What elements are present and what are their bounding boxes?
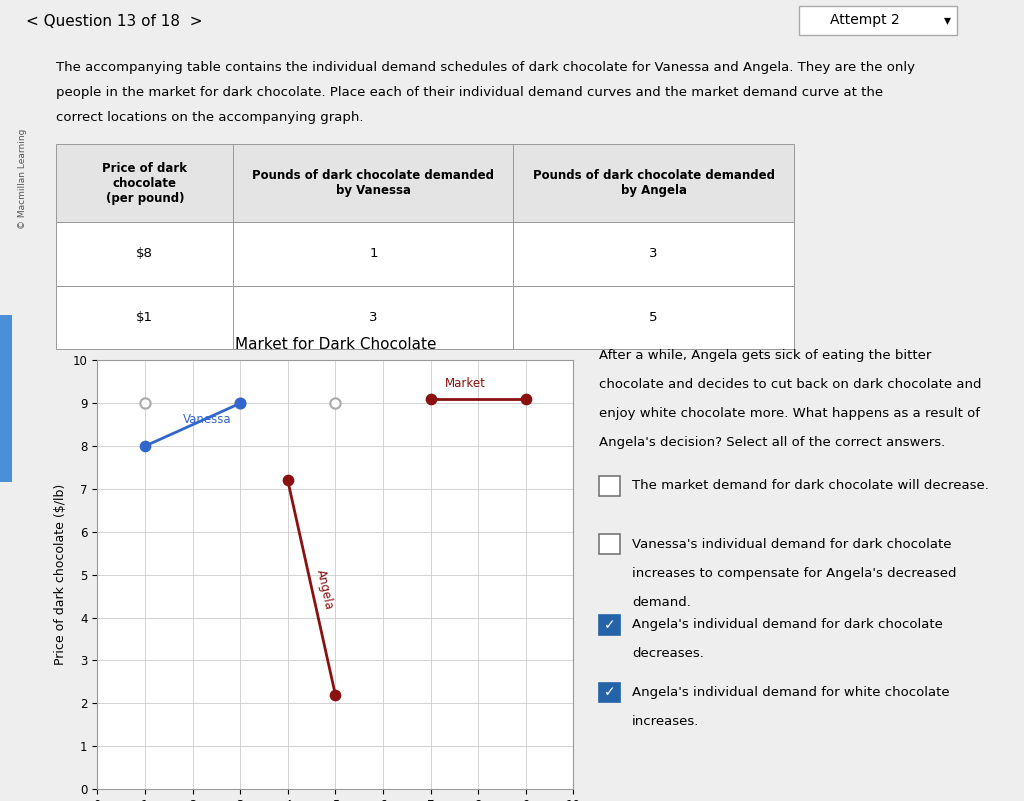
Text: enjoy white chocolate more. What happens as a result of: enjoy white chocolate more. What happens… [599,407,980,420]
Text: ✓: ✓ [603,686,615,699]
Text: increases.: increases. [632,714,699,728]
Point [280,474,296,487]
FancyBboxPatch shape [233,222,513,286]
FancyBboxPatch shape [799,6,957,35]
Text: Angela's individual demand for white chocolate: Angela's individual demand for white cho… [632,686,950,699]
Text: Angela's individual demand for dark chocolate: Angela's individual demand for dark choc… [632,618,943,631]
FancyBboxPatch shape [599,534,620,554]
Text: 3: 3 [369,311,378,324]
Text: The market demand for dark chocolate will decrease.: The market demand for dark chocolate wil… [632,479,989,493]
Point [137,440,154,453]
Text: decreases.: decreases. [632,647,705,660]
Text: $8: $8 [136,248,154,260]
FancyBboxPatch shape [599,476,620,496]
Text: chocolate and decides to cut back on dark chocolate and: chocolate and decides to cut back on dar… [599,378,982,391]
Text: people in the market for dark chocolate. Place each of their individual demand c: people in the market for dark chocolate.… [56,86,884,99]
Text: 1: 1 [369,248,378,260]
Point [328,688,344,701]
Text: Angela: Angela [314,568,336,611]
Text: After a while, Angela gets sick of eating the bitter: After a while, Angela gets sick of eatin… [599,349,932,362]
Bar [0,315,12,482]
FancyBboxPatch shape [513,144,794,222]
Text: Pounds of dark chocolate demanded
by Angela: Pounds of dark chocolate demanded by Ang… [532,169,774,197]
FancyBboxPatch shape [599,682,620,702]
FancyBboxPatch shape [56,222,233,286]
Point [232,397,249,410]
Y-axis label: Price of dark chocolate ($/lb): Price of dark chocolate ($/lb) [54,484,68,666]
Text: Angela's decision? Select all of the correct answers.: Angela's decision? Select all of the cor… [599,436,945,449]
Title: Market for Dark Chocolate: Market for Dark Chocolate [234,337,436,352]
Point [518,392,535,405]
Text: correct locations on the accompanying graph.: correct locations on the accompanying gr… [56,111,364,123]
FancyBboxPatch shape [513,286,794,349]
Point [137,397,154,410]
FancyBboxPatch shape [233,286,513,349]
Text: increases to compensate for Angela's decreased: increases to compensate for Angela's dec… [632,566,956,580]
Text: Attempt 2: Attempt 2 [830,13,900,27]
Text: ✓: ✓ [603,618,615,632]
Text: Vanessa: Vanessa [183,413,231,425]
FancyBboxPatch shape [233,144,513,222]
Text: < Question 13 of 18  >: < Question 13 of 18 > [26,14,202,29]
Text: ▾: ▾ [944,13,950,27]
Text: 3: 3 [649,248,657,260]
Text: Price of dark
chocolate
(per pound): Price of dark chocolate (per pound) [102,162,187,204]
Point [328,397,344,410]
Text: demand.: demand. [632,596,691,609]
Text: Market: Market [444,377,485,390]
Point [232,397,249,410]
FancyBboxPatch shape [599,615,620,634]
Text: The accompanying table contains the individual demand schedules of dark chocolat: The accompanying table contains the indi… [56,61,915,74]
FancyBboxPatch shape [56,286,233,349]
FancyBboxPatch shape [513,222,794,286]
Text: 5: 5 [649,311,657,324]
Point [423,392,439,405]
FancyBboxPatch shape [56,144,233,222]
Text: $1: $1 [136,311,154,324]
Text: © Macmillan Learning: © Macmillan Learning [18,128,27,228]
Text: Vanessa's individual demand for dark chocolate: Vanessa's individual demand for dark cho… [632,537,951,551]
Text: Pounds of dark chocolate demanded
by Vanessa: Pounds of dark chocolate demanded by Van… [252,169,495,197]
